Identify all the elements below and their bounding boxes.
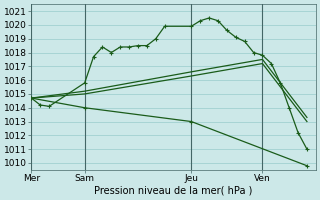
X-axis label: Pression niveau de la mer( hPa ): Pression niveau de la mer( hPa )	[94, 186, 253, 196]
